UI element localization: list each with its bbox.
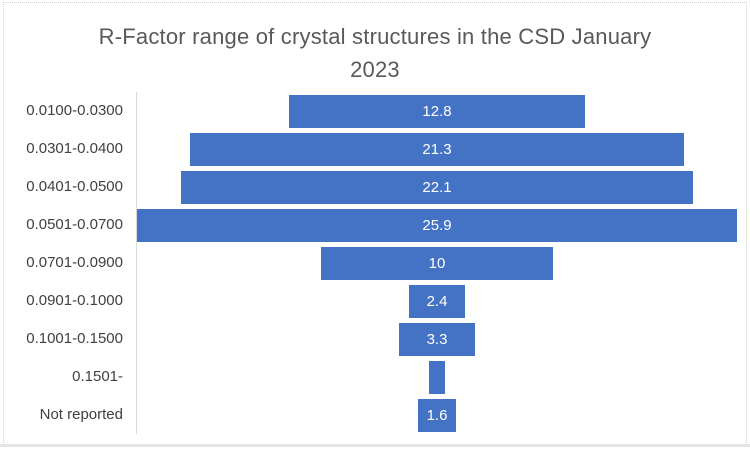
bar: 2.4 [409,284,465,318]
bar-value-label: 25.9 [422,216,452,234]
category-label: 0.0301-0.0400 [26,140,123,157]
chart-title: R-Factor range of crystal structures in … [0,20,750,86]
bar: 21.3 [190,132,684,166]
plot-area: 12.8 21.3 22.1 25.9 10 2.4 3.3 1.6 [136,92,737,434]
bar-row [137,358,737,396]
category-label: 0.0701-0.0900 [26,254,123,271]
category-label: 0.1501- [72,368,123,385]
bar: 3.3 [398,322,476,356]
bar-row: 25.9 [137,206,737,244]
category-label: 0.0401-0.0500 [26,178,123,195]
bar: 1.6 [418,398,456,432]
bar: 10 [321,246,553,280]
bar: 22.1 [181,170,693,204]
bar-row: 10 [137,244,737,282]
bar-value-label: 21.3 [422,140,452,158]
category-label: 0.0100-0.0300 [26,102,123,119]
bar-value-label: 10 [428,254,446,272]
category-label: 0.0901-0.1000 [26,292,123,309]
bar-row: 12.8 [137,92,737,130]
bar-value-label: 2.4 [426,292,448,310]
bar-row: 1.6 [137,396,737,434]
bar-value-label: 1.6 [426,406,448,424]
bar-value-label: 3.3 [426,330,448,348]
bar-row: 21.3 [137,130,737,168]
category-label: 0.1001-0.1500 [26,330,123,347]
category-axis: 0.0100-0.0300 0.0301-0.0400 0.0401-0.0500 0… [0,92,123,434]
bar: 25.9 [137,208,737,242]
bar-row: 2.4 [137,282,737,320]
chart-title-line2: 2023 [350,57,400,82]
bar-value-label: 22.1 [422,178,452,196]
bar [428,360,446,394]
category-label: 0.0501-0.0700 [26,216,123,233]
bar: 12.8 [288,94,586,128]
bottom-divider [0,444,750,447]
category-label: Not reported [39,406,123,423]
bar-row: 3.3 [137,320,737,358]
bar-row: 22.1 [137,168,737,206]
chart-title-line1: R-Factor range of crystal structures in … [98,24,652,49]
bar-value-label: 12.8 [422,102,452,120]
